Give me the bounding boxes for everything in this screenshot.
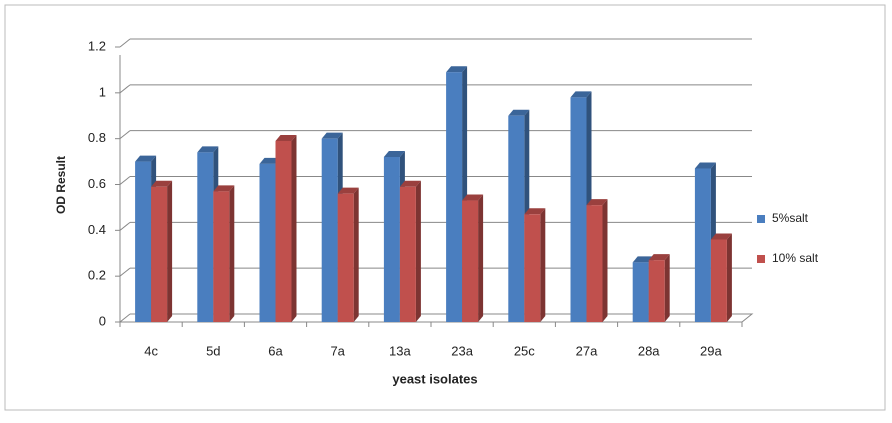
bar-side [664, 254, 670, 322]
bar-side [167, 180, 173, 322]
x-tick-label: 7a [330, 343, 345, 358]
y-tick-label: 0 [99, 313, 106, 328]
bar [508, 115, 525, 322]
grid-line-depth [119, 267, 131, 277]
bar [446, 72, 463, 322]
bar [275, 140, 292, 322]
bar [586, 205, 603, 322]
bar [694, 168, 711, 322]
bar-side [540, 208, 546, 322]
bar-side [291, 134, 297, 322]
legend-swatch [757, 255, 765, 263]
bar [524, 214, 541, 322]
x-tick-label: 4c [144, 343, 158, 358]
y-tick-label: 0.8 [88, 130, 106, 145]
bar-top [275, 134, 297, 141]
bar [648, 260, 665, 322]
grid-line-depth [119, 313, 131, 323]
bar [213, 191, 230, 322]
legend-label: 5%salt [772, 211, 809, 225]
bar-top [399, 180, 421, 187]
y-tick-label: 0.6 [88, 176, 106, 191]
x-tick-label: 28a [638, 343, 660, 358]
x-tick-label: 13a [389, 343, 411, 358]
bar-top [321, 132, 343, 139]
bar [462, 200, 479, 322]
bar-side [353, 187, 359, 322]
bar-top [151, 180, 173, 187]
y-tick-label: 1 [99, 84, 106, 99]
bar-side [415, 180, 421, 322]
x-tick-label: 23a [451, 343, 473, 358]
bar [259, 163, 276, 322]
y-tick-label: 1.2 [88, 38, 106, 53]
bar-top [694, 162, 716, 169]
bar-top [446, 66, 468, 73]
bar-side [229, 185, 235, 322]
y-axis-title: OD Result [54, 156, 68, 214]
x-tick-label: 25c [514, 343, 535, 358]
bar-top [213, 185, 235, 192]
x-tick-label: 6a [268, 343, 283, 358]
y-tick-label: 0.2 [88, 268, 106, 283]
bar-top [462, 194, 484, 201]
bar-top [648, 254, 670, 261]
bar-top [524, 208, 546, 215]
x-axis-title: yeast isolates [392, 371, 477, 386]
bar-top [570, 91, 592, 98]
grid-line-depth [119, 221, 131, 231]
bar-side [602, 199, 608, 322]
grid-line-depth [119, 38, 131, 48]
bar-side [478, 194, 484, 322]
bar-top [259, 157, 281, 164]
bar-side [726, 233, 732, 322]
bar [197, 152, 214, 322]
x-tick-label: 5d [206, 343, 220, 358]
bar [383, 157, 400, 322]
x-tick-label: 27a [576, 343, 598, 358]
bar [321, 138, 338, 322]
bar-top [508, 109, 530, 116]
bar-top [586, 199, 608, 206]
bar-top [383, 151, 405, 157]
bar [710, 239, 727, 322]
bar [135, 161, 152, 322]
bar-top [710, 233, 732, 240]
grid-line-depth [119, 84, 131, 94]
bar-top [135, 155, 157, 162]
bar-top [197, 146, 219, 153]
bar [632, 262, 649, 322]
y-tick-label: 0.4 [88, 222, 106, 237]
bar [570, 97, 587, 323]
bar-top [632, 256, 654, 263]
bar [399, 186, 416, 322]
grid-line-depth [119, 130, 131, 140]
grid-line-depth [119, 176, 131, 185]
bar [151, 186, 168, 322]
legend-label: 10% salt [772, 251, 819, 265]
x-tick-label: 29a [700, 343, 722, 358]
legend-swatch [757, 215, 765, 223]
bar [337, 193, 354, 322]
bar-top [337, 187, 359, 194]
